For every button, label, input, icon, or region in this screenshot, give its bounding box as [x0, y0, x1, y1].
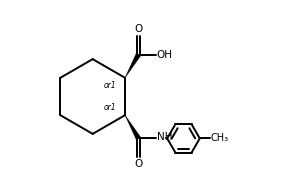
Polygon shape [125, 115, 141, 140]
Text: OH: OH [156, 50, 172, 60]
Polygon shape [125, 53, 141, 78]
Text: O: O [134, 159, 142, 169]
Text: CH₃: CH₃ [211, 133, 229, 143]
Text: or1: or1 [103, 103, 116, 112]
Text: O: O [134, 24, 142, 34]
Text: NH: NH [157, 132, 172, 142]
Text: or1: or1 [103, 81, 116, 90]
